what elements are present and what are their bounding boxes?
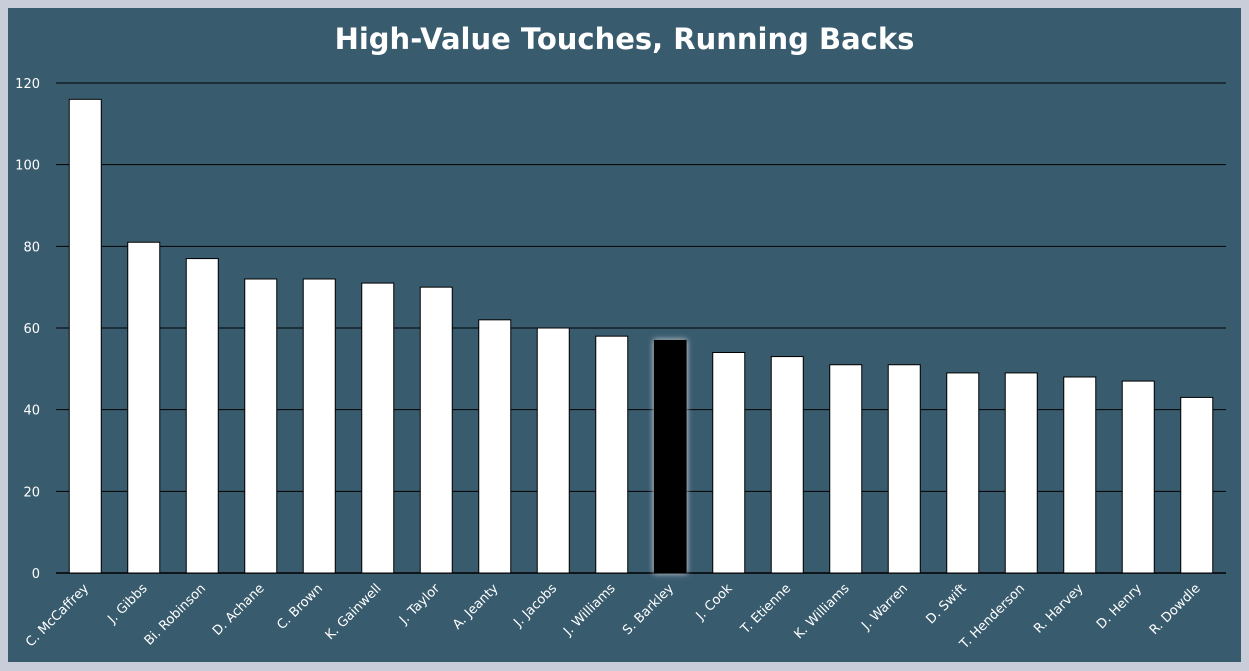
x-tick-label: J. Taylor bbox=[396, 581, 443, 628]
bar bbox=[185, 258, 219, 574]
bar bbox=[1121, 380, 1155, 574]
bar bbox=[829, 364, 863, 574]
chart-title: High-Value Touches, Running Backs bbox=[334, 22, 915, 56]
y-tick-label: 120 bbox=[15, 77, 40, 92]
x-tick-label: J. Williams bbox=[560, 581, 619, 640]
bar bbox=[244, 278, 278, 574]
x-tick-label: Bi. Robinson bbox=[142, 581, 209, 648]
bar bbox=[68, 98, 102, 574]
x-tick-label: D. Achane bbox=[210, 581, 268, 639]
x-tick-label: A. Jeanty bbox=[450, 581, 502, 633]
y-tick-label: 80 bbox=[23, 240, 40, 255]
bar bbox=[302, 278, 336, 574]
bar bbox=[770, 356, 804, 574]
bar bbox=[712, 352, 746, 574]
y-tick-label: 20 bbox=[23, 485, 40, 500]
x-tick-label: D. Swift bbox=[923, 581, 969, 627]
x-tick-label: C. McCaffrey bbox=[23, 581, 92, 650]
bar bbox=[887, 364, 921, 574]
bar bbox=[1180, 396, 1214, 574]
x-tick-label: R. Harvey bbox=[1031, 581, 1087, 637]
x-tick-label: R. Dowdle bbox=[1147, 581, 1204, 638]
bar bbox=[478, 319, 512, 574]
bar bbox=[419, 286, 453, 574]
x-tick-label: C. Brown bbox=[274, 581, 326, 633]
x-tick-label: D. Henry bbox=[1094, 581, 1145, 632]
bar bbox=[1063, 376, 1097, 574]
y-tick-label: 100 bbox=[15, 159, 40, 174]
x-tick-label: J. Jacobs bbox=[511, 581, 561, 631]
x-tick-label: J. Gibbs bbox=[105, 581, 151, 627]
bar bbox=[127, 241, 161, 574]
bar bbox=[1004, 372, 1038, 574]
y-tick-label: 60 bbox=[23, 322, 40, 337]
x-tick-label: K. Gainwell bbox=[323, 581, 385, 643]
x-tick-label: J. Warren bbox=[858, 581, 911, 634]
y-tick-label: 40 bbox=[23, 404, 40, 419]
x-tick-label: S. Barkley bbox=[620, 581, 677, 638]
bar bbox=[361, 282, 395, 574]
x-tick-label: K. Williams bbox=[792, 581, 853, 642]
bar bbox=[595, 335, 629, 574]
bar bbox=[536, 327, 570, 574]
bar bbox=[946, 372, 980, 574]
y-tick-label: 0 bbox=[32, 567, 40, 582]
bar bbox=[653, 339, 687, 574]
x-tick-label: T. Etienne bbox=[737, 581, 794, 638]
x-tick-label: J. Cook bbox=[693, 581, 736, 624]
